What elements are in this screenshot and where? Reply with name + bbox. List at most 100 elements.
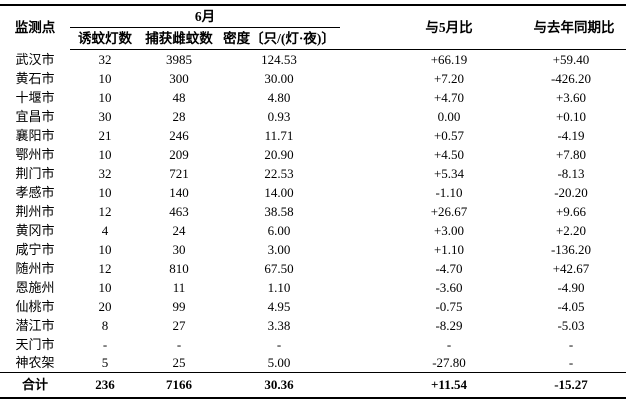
- site-cell: 黄石市: [15, 70, 55, 86]
- vs-may-cell: +66.19: [430, 51, 468, 67]
- density-cell: 3.00: [267, 241, 291, 257]
- site-cell: 十堰市: [15, 89, 55, 105]
- site-cell: 荆门市: [15, 165, 55, 181]
- table-row: 鄂州市 10 209 20.90 +4.50 +7.80: [0, 145, 626, 164]
- header-row-2: 诱蚊灯数 捕获雌蚊数 密度〔只/(灯·夜)〕: [0, 27, 626, 50]
- table-body: 武汉市 32 3985 124.53 +66.19 +59.40 黄石市 10 300 30.00…: [0, 50, 626, 398]
- density-cell: 4.95: [267, 298, 291, 314]
- lamps-cell: 32: [98, 165, 112, 181]
- females-cell: -: [176, 336, 182, 352]
- density-cell: 20.90: [264, 146, 294, 162]
- site-cell: 孝感市: [15, 184, 55, 200]
- vs-last-year-cell: -4.19: [557, 127, 585, 143]
- header-row-1: 监测点 6月 与5月比 与去年同期比: [0, 5, 626, 50]
- vs-may-cell: +3.00: [433, 222, 465, 238]
- table-row: 随州市 12 810 67.50 -4.70 +42.67: [0, 259, 626, 278]
- table-row: 武汉市 32 3985 124.53 +66.19 +59.40: [0, 50, 626, 69]
- vs-last-year-cell: +42.67: [552, 260, 590, 276]
- table-row: 黄石市 10 300 30.00 +7.20 -426.20: [0, 69, 626, 88]
- females-cell: 300: [169, 70, 189, 86]
- lamps-cell: 236: [70, 372, 140, 398]
- table-row: 十堰市 10 48 4.80 +4.70 +3.60: [0, 88, 626, 107]
- vs-may-cell: +0.57: [433, 127, 465, 143]
- lamps-cell: 10: [98, 279, 112, 295]
- table-row: 潜江市 8 27 3.38 -8.29 -5.03: [0, 316, 626, 335]
- females-cell: 28: [172, 108, 186, 124]
- vs-may-cell: +4.50: [433, 146, 465, 162]
- females-cell: 246: [169, 127, 189, 143]
- site-cell: 合计: [0, 372, 70, 398]
- site-cell: 襄阳市: [15, 127, 55, 143]
- table-row: 咸宁市 10 30 3.00 +1.10 -136.20: [0, 240, 626, 259]
- vs-may-cell: -: [446, 336, 452, 352]
- vs-last-year-cell: -5.03: [557, 317, 585, 333]
- table-row: 恩施州 10 11 1.10 -3.60 -4.90: [0, 278, 626, 297]
- vs-last-year-cell: -15.27: [516, 372, 626, 398]
- density-cell: 0.93: [267, 108, 291, 124]
- header-density: 密度〔只/(灯·夜)〕: [218, 27, 340, 50]
- females-cell: 721: [169, 165, 189, 181]
- vs-may-cell: -4.70: [435, 260, 463, 276]
- table-row: 仙桃市 20 99 4.95 -0.75 -4.05: [0, 297, 626, 316]
- vs-last-year-cell: -4.05: [557, 298, 585, 314]
- site-cell: 神农架: [15, 355, 55, 371]
- site-cell: 武汉市: [15, 51, 55, 67]
- vs-last-year-cell: +9.66: [555, 203, 587, 219]
- table-row: 天门市 - - - - -: [0, 335, 626, 354]
- females-cell: 810: [169, 260, 189, 276]
- table-row: 荆州市 12 463 38.58 +26.67 +9.66: [0, 202, 626, 221]
- table-header: 监测点 6月 与5月比 与去年同期比 诱蚊灯数 捕获雌蚊数 密度〔只/(灯·夜)…: [0, 5, 626, 50]
- table-row: 神农架 5 25 5.00 -27.80 -: [0, 354, 626, 373]
- females-cell: 209: [169, 146, 189, 162]
- site-cell: 宜昌市: [15, 108, 55, 124]
- header-site: 监测点: [14, 20, 56, 35]
- site-cell: 仙桃市: [15, 298, 55, 314]
- vs-may-cell: +26.67: [430, 203, 468, 219]
- vs-last-year-cell: +3.60: [555, 89, 587, 105]
- females-cell: 463: [169, 203, 189, 219]
- site-cell: 咸宁市: [15, 241, 55, 257]
- vs-last-year-cell: -426.20: [550, 70, 592, 86]
- table-row: 黄冈市 4 24 6.00 +3.00 +2.20: [0, 221, 626, 240]
- vs-may-cell: +1.10: [433, 241, 465, 257]
- lamps-cell: 10: [98, 89, 112, 105]
- table-row: 襄阳市 21 246 11.71 +0.57 -4.19: [0, 126, 626, 145]
- density-cell: 3.38: [267, 317, 291, 333]
- density-cell: 14.00: [264, 184, 294, 200]
- females-cell: 27: [172, 317, 186, 333]
- vs-last-year-cell: +2.20: [555, 222, 587, 238]
- vs-last-year-cell: -8.13: [557, 165, 585, 181]
- vs-may-cell: -1.10: [435, 184, 463, 200]
- females-cell: 30: [172, 241, 186, 257]
- lamps-cell: 8: [101, 317, 109, 333]
- site-cell: 黄冈市: [15, 222, 55, 238]
- density-cell: 124.53: [261, 51, 297, 67]
- vs-last-year-cell: -: [568, 336, 574, 352]
- site-cell: 荆州市: [15, 203, 55, 219]
- mosquito-density-table: 监测点 6月 与5月比 与去年同期比 诱蚊灯数 捕获雌蚊数 密度〔只/(灯·夜)…: [0, 4, 626, 399]
- lamps-cell: 32: [98, 51, 112, 67]
- lamps-cell: 10: [98, 146, 112, 162]
- header-vs-last-year: 与去年同期比: [516, 5, 626, 50]
- vs-may-cell: -8.29: [435, 317, 463, 333]
- site-cell: 鄂州市: [15, 146, 55, 162]
- females-cell: 11: [172, 279, 186, 295]
- density-cell: 6.00: [267, 222, 291, 238]
- vs-may-cell: -3.60: [435, 279, 463, 295]
- females-cell: 140: [169, 184, 189, 200]
- density-cell: 22.53: [264, 165, 294, 181]
- vs-last-year-cell: -: [568, 355, 574, 371]
- density-cell: -: [276, 336, 282, 352]
- vs-last-year-cell: -136.20: [550, 241, 592, 257]
- vs-may-cell: +11.54: [340, 372, 516, 398]
- table-row: 宜昌市 30 28 0.93 0.00 +0.10: [0, 107, 626, 126]
- density-cell: 30.36: [218, 372, 340, 398]
- vs-last-year-cell: -20.20: [554, 184, 588, 200]
- lamps-cell: 4: [101, 222, 109, 238]
- vs-may-cell: +4.70: [433, 89, 465, 105]
- header-females: 捕获雌蚊数: [140, 27, 218, 50]
- site-cell: 随州市: [15, 260, 55, 276]
- vs-may-cell: -0.75: [435, 298, 463, 314]
- lamps-cell: 10: [98, 70, 112, 86]
